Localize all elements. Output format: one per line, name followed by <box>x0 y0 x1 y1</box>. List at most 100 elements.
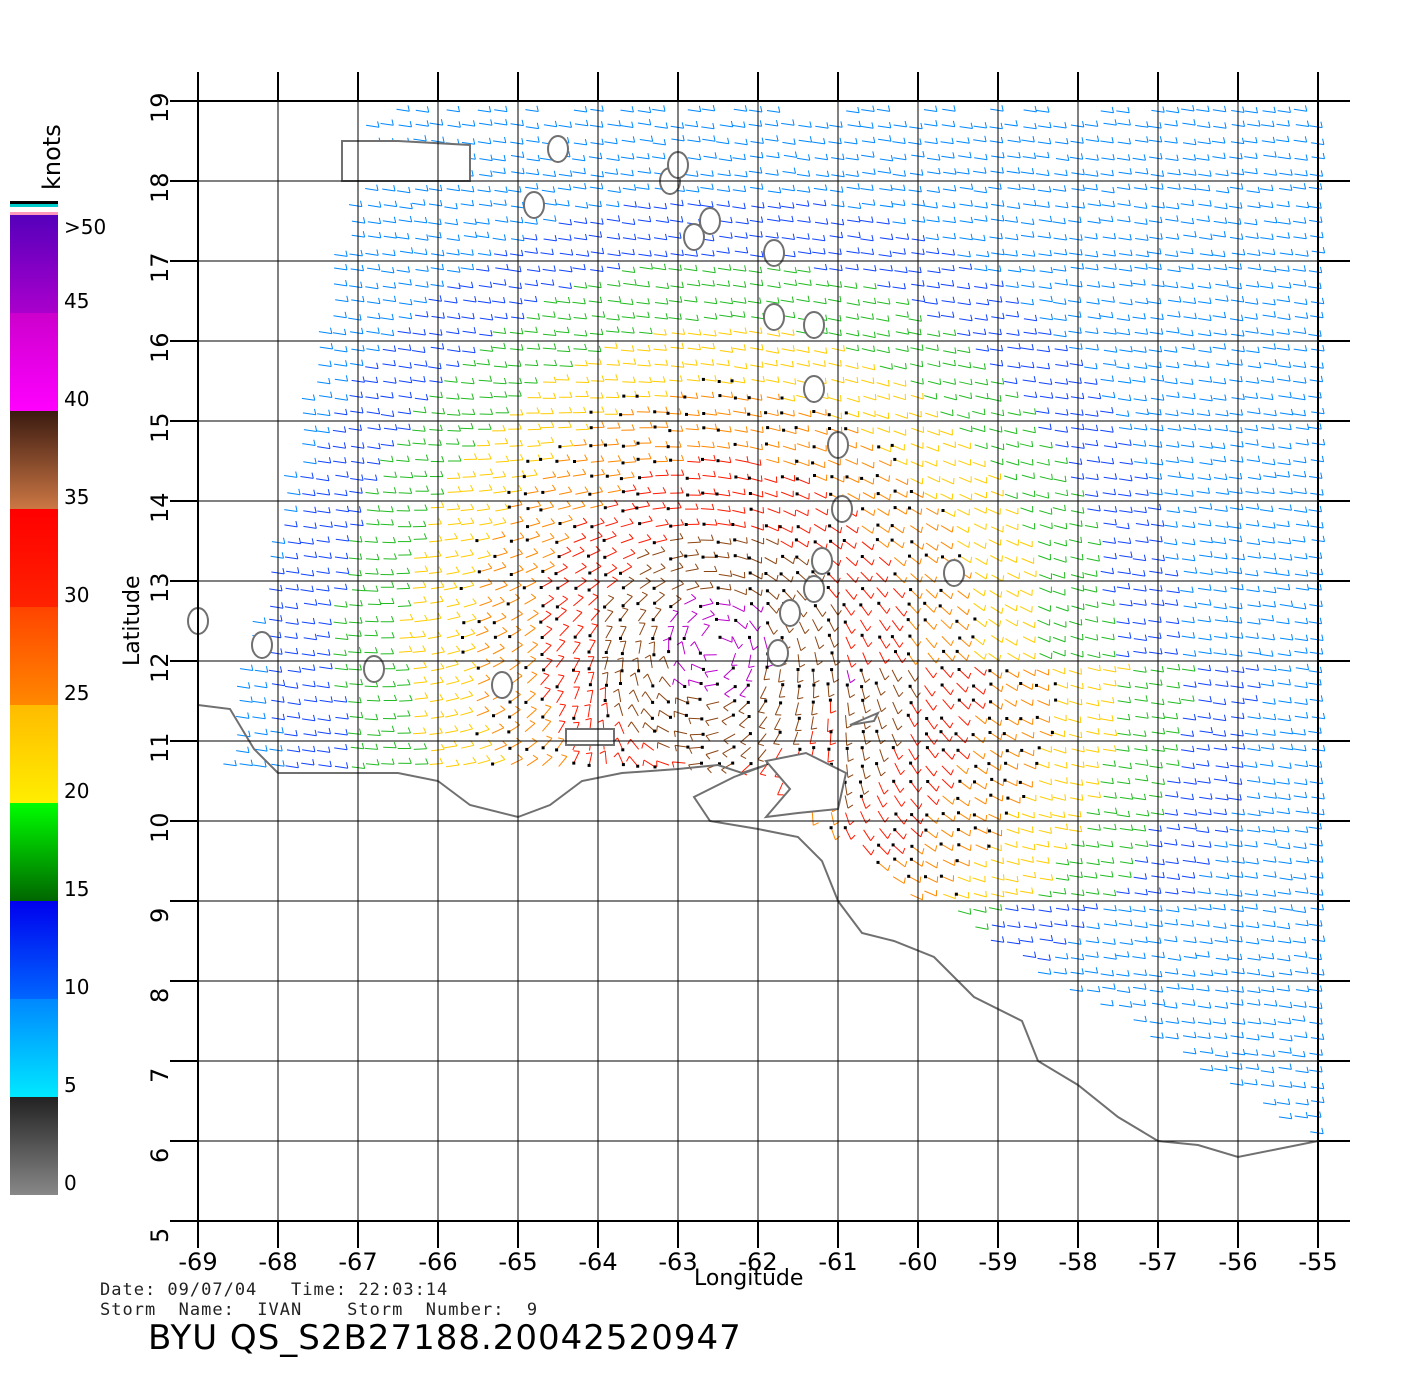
wind-barb-feather <box>601 247 605 254</box>
wind-barb-feather <box>873 345 875 352</box>
wind-barb-feather <box>1177 681 1180 689</box>
wind-barb-feather <box>986 558 988 565</box>
wind-barb-feather <box>714 330 717 337</box>
wind-barb-feather <box>1162 599 1165 606</box>
wind-barb-feather <box>1256 281 1260 288</box>
wind-barb-feather <box>1224 122 1227 129</box>
wind-barb-feather <box>1304 487 1307 494</box>
wind-barb-feather <box>730 391 734 398</box>
wind-barb <box>559 519 573 524</box>
wind-barb <box>428 222 442 225</box>
wind-barb-feather <box>1067 154 1070 161</box>
wind-barb-feather <box>535 234 538 241</box>
wind-barb-feather <box>730 346 734 353</box>
wind-barb-feather <box>1129 439 1132 446</box>
wind-barb-feather <box>1258 361 1262 369</box>
wind-barb-feather <box>553 343 557 350</box>
wind-barb-feather <box>567 486 573 493</box>
wind-barb <box>1132 558 1146 562</box>
wind-barb <box>1308 395 1322 399</box>
wind-barb <box>909 635 919 647</box>
wind-barb-feather <box>1049 249 1052 256</box>
wind-barb-feather <box>695 264 698 271</box>
wind-barb-feather <box>408 439 411 446</box>
rain-flag-dot <box>875 538 879 542</box>
wind-barb <box>862 334 876 339</box>
wind-barb-feather <box>1112 200 1115 207</box>
wind-barb <box>1198 318 1212 321</box>
wind-barb <box>892 188 906 191</box>
wind-barb <box>1198 637 1212 641</box>
rain-flag-dot <box>669 458 673 462</box>
wind-barb-feather <box>1256 503 1260 510</box>
wind-barb-feather <box>1320 472 1323 479</box>
wind-barb-feather <box>776 119 779 127</box>
wind-barb-feather <box>1113 249 1116 257</box>
wind-barb <box>478 458 492 460</box>
wind-barb <box>1117 122 1131 126</box>
wind-barb-feather <box>1287 200 1290 207</box>
rain-flag-dot <box>636 457 640 461</box>
rain-flag-dot <box>781 683 785 687</box>
wind-barb-feather <box>923 216 926 223</box>
wind-barb <box>1039 476 1053 481</box>
wind-barb-feather <box>1224 328 1227 336</box>
wind-barb-feather <box>471 170 474 177</box>
wind-barb-feather <box>570 170 573 177</box>
rain-flag-dot <box>685 412 688 416</box>
wind-barb <box>780 299 794 303</box>
wind-barb-feather <box>250 696 253 703</box>
wind-barb <box>1180 412 1194 416</box>
wind-barb <box>479 567 492 573</box>
wind-barb <box>620 538 634 544</box>
wind-barb-feather <box>1241 456 1244 463</box>
rain-flag-dot <box>462 621 466 625</box>
wind-barb-feather <box>1227 359 1230 366</box>
wind-barb <box>1069 237 1083 241</box>
wind-barb-feather <box>330 327 333 334</box>
wind-barb <box>1119 461 1133 465</box>
wind-barb-feather <box>359 569 362 576</box>
wind-barb <box>605 443 619 446</box>
wind-barb <box>447 286 461 290</box>
wind-barb-feather <box>486 503 491 510</box>
wind-barb <box>525 172 539 176</box>
wind-barb <box>1007 187 1021 191</box>
wind-barb-feather <box>344 649 347 656</box>
wind-barb <box>333 460 347 464</box>
wind-barb-feather <box>457 105 460 112</box>
wind-barb <box>1211 140 1225 144</box>
wind-barb-feather <box>599 281 602 288</box>
wind-barb <box>509 629 522 638</box>
wind-barb <box>1084 636 1098 641</box>
wind-barb <box>974 205 988 209</box>
wind-barb-feather <box>856 376 859 383</box>
wind-barb-feather <box>1033 250 1036 257</box>
wind-barb <box>590 444 604 447</box>
wind-barb <box>1020 302 1034 306</box>
wind-barb <box>527 459 541 462</box>
wind-barb <box>1039 444 1053 449</box>
wind-barb-feather <box>1081 553 1084 561</box>
wind-barb <box>476 537 490 542</box>
wind-barb <box>1230 459 1244 463</box>
wind-barb-feather <box>1032 135 1035 143</box>
wind-barb <box>1022 621 1035 629</box>
wind-barb <box>1181 108 1195 112</box>
wind-barb <box>1165 460 1179 464</box>
rain-flag-dot <box>765 665 769 669</box>
wind-barb <box>1117 380 1131 384</box>
wind-barb-feather <box>1095 586 1098 593</box>
wind-barb-feather <box>1288 375 1291 382</box>
wind-barb <box>494 253 508 257</box>
wind-barb <box>524 382 538 384</box>
wind-barb-feather <box>739 694 746 698</box>
wind-barb-feather <box>1207 105 1210 112</box>
wind-barb <box>972 636 984 646</box>
wind-barb <box>974 571 987 580</box>
wind-barb <box>1134 301 1148 305</box>
wind-barb <box>990 490 1004 497</box>
wind-barb <box>1213 652 1227 656</box>
wind-barb-feather <box>969 572 972 579</box>
wind-barb-feather <box>602 311 606 318</box>
